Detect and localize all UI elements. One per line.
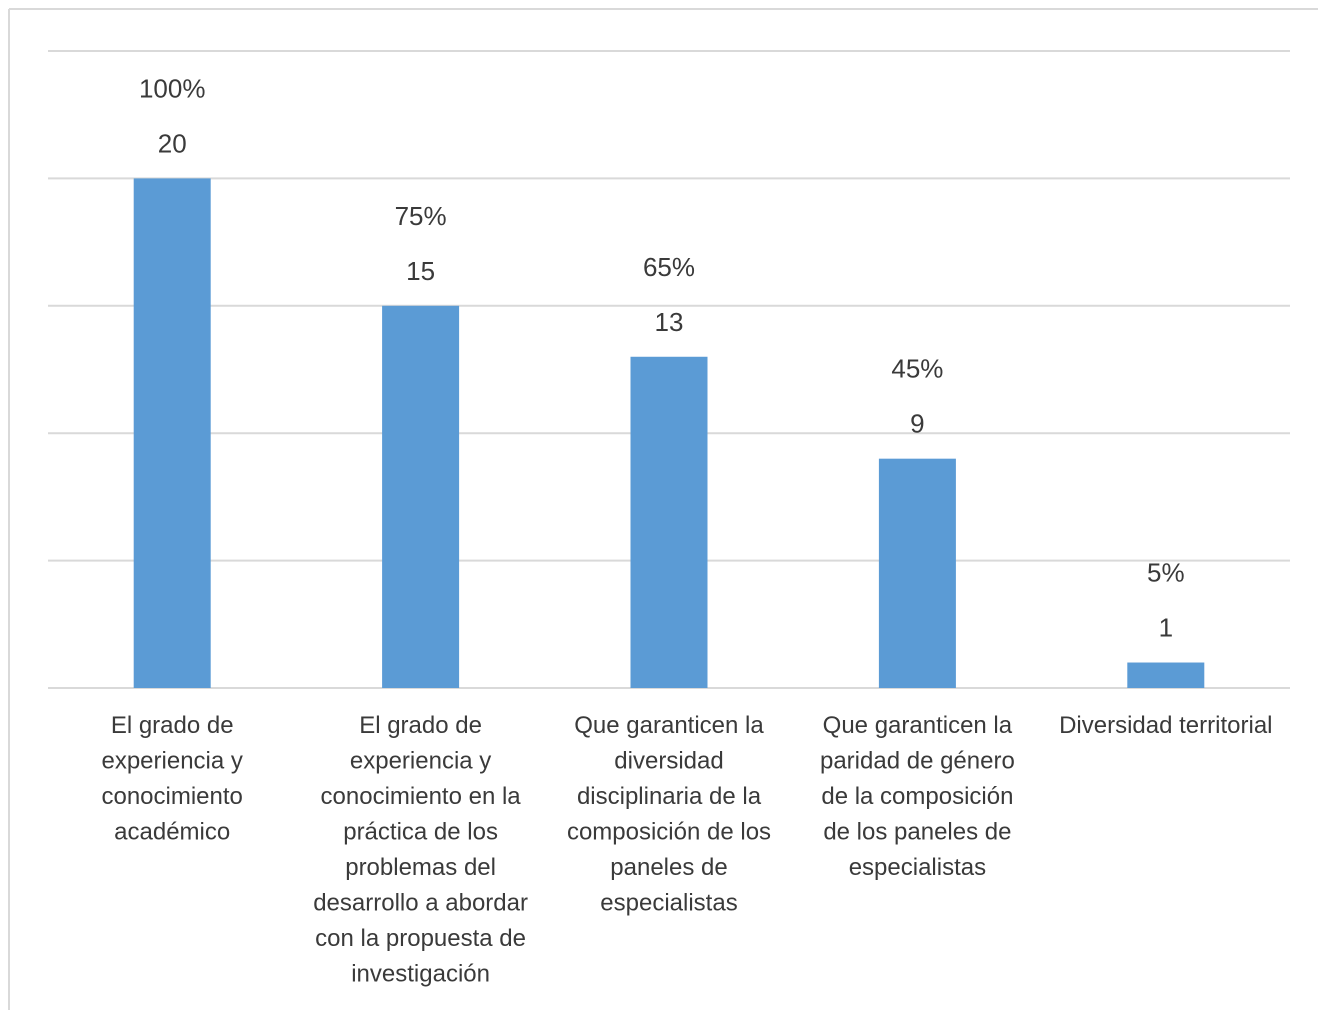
percent-label: 100%: [139, 73, 206, 103]
chart-border: [8, 8, 1318, 1010]
bar: [382, 305, 460, 688]
bar: [878, 458, 956, 688]
bar: [133, 178, 211, 688]
bar: [630, 356, 708, 688]
bar: [1127, 662, 1205, 688]
percent-label: 45%: [891, 354, 943, 384]
category-label: El grado de experiencia y conocimiento en …: [313, 712, 528, 988]
value-label: 1: [1159, 613, 1173, 643]
category-labels: El grado de experiencia y conocimiento acad…: [101, 712, 1272, 988]
value-label: 9: [910, 409, 924, 439]
bars: [133, 178, 1205, 688]
percent-label: 75%: [395, 201, 447, 231]
category-label: Que garanticen la paridad de género de la …: [820, 712, 1015, 881]
category-label: Que garanticen la diversidad disciplinaria…: [567, 712, 771, 917]
category-label: Diversidad territorial: [1059, 712, 1272, 739]
category-label: El grado de experiencia y conocimiento acad…: [101, 712, 242, 846]
percent-label: 65%: [643, 252, 695, 282]
value-label: 13: [655, 307, 684, 337]
data-labels: 20 100% 15 75% 13 65% 9 45% 1 5%: [139, 73, 1185, 642]
value-label: 20: [158, 128, 187, 158]
percent-label: 5%: [1147, 558, 1185, 588]
value-label: 15: [406, 256, 435, 286]
